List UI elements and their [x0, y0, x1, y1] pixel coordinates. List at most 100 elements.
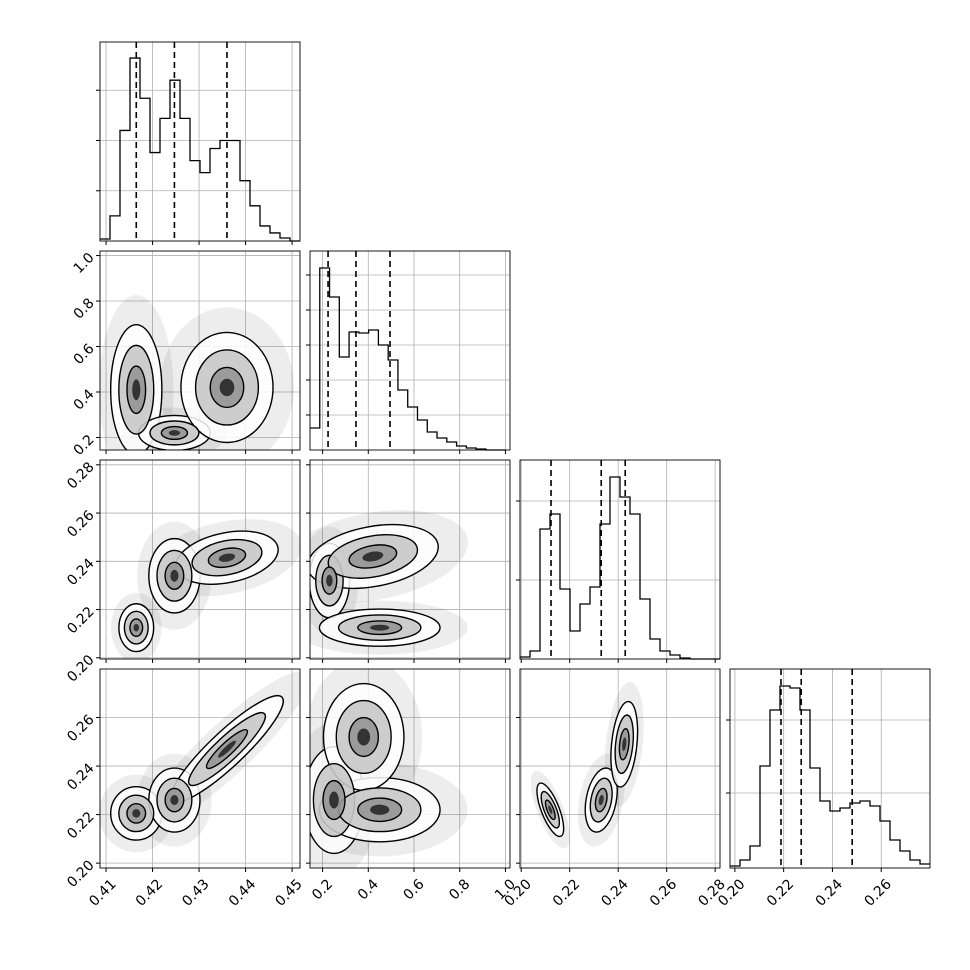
- x-tick-label: 0.4: [355, 876, 382, 903]
- y-tick-label: 0.24: [64, 556, 97, 589]
- histogram-bar: [540, 529, 550, 659]
- histogram-outline: [310, 267, 506, 451]
- histogram-bar: [339, 357, 349, 450]
- density-contour: [548, 805, 553, 815]
- y-tick-label: 1.0: [71, 250, 98, 277]
- panel: [96, 41, 301, 245]
- density-contour: [362, 551, 384, 562]
- histogram-bar: [349, 332, 359, 450]
- histogram-bar: [417, 420, 427, 450]
- histogram-bar: [369, 330, 379, 450]
- density: [530, 682, 644, 849]
- y-tick-label: 0.26: [64, 712, 97, 745]
- histogram-bar: [760, 766, 770, 868]
- histogram-bar: [820, 801, 830, 868]
- histogram-bar: [378, 345, 388, 450]
- panel-frame: [519, 668, 721, 869]
- x-tick-label: 0.26: [647, 876, 680, 909]
- histogram-bar: [910, 860, 920, 868]
- histogram-bar: [150, 153, 160, 241]
- density-contour: [168, 430, 181, 436]
- x-tick-label: 0.22: [550, 876, 583, 909]
- histogram-bar: [640, 599, 650, 659]
- y-tick-label: 0.4: [71, 386, 98, 413]
- x-tick-label: 0.2: [309, 876, 336, 903]
- y-tick-label: 0.20: [64, 652, 97, 685]
- panel-frame: [309, 250, 511, 451]
- histogram-bar: [890, 840, 900, 868]
- density-contour: [132, 379, 141, 401]
- histogram-bar: [570, 631, 580, 659]
- x-tick-label: 0.6: [401, 876, 428, 903]
- histogram-bar: [398, 390, 408, 450]
- histogram-bar: [870, 806, 880, 868]
- histogram-bar: [130, 58, 140, 241]
- histogram-bar: [740, 860, 750, 868]
- panel: 0.41 0.42 0.43 0.44 0.45 0.20 0.22 0.24 0.26: [64, 668, 306, 910]
- panel-frame: [519, 459, 721, 660]
- density-contour: [133, 623, 140, 632]
- x-tick-label: 0.41: [86, 876, 119, 909]
- histogram-bar: [840, 808, 850, 868]
- panel-frame: [309, 668, 511, 869]
- y-tick-label: 0.24: [64, 760, 97, 793]
- y-tick-label: 0.26: [64, 507, 97, 540]
- histogram-bar: [330, 297, 340, 450]
- panel: 0.20 0.22 0.24 0.26 0.28: [64, 459, 301, 685]
- density-contour: [598, 794, 604, 806]
- density-contour: [357, 728, 371, 746]
- histogram-outline: [520, 476, 720, 660]
- x-tick-label: 0.8: [446, 876, 473, 903]
- histogram-bar: [408, 407, 418, 450]
- density-contour: [326, 574, 333, 587]
- histogram-bar: [830, 811, 840, 868]
- density: [110, 519, 300, 659]
- histogram-bar: [310, 428, 320, 450]
- histogram-bar: [750, 846, 760, 868]
- histogram-bar: [427, 432, 437, 450]
- histogram-bar: [260, 226, 270, 241]
- y-tick-label: 0.8: [71, 295, 98, 322]
- density-contour: [218, 553, 236, 562]
- x-tick-label: 0.22: [764, 876, 797, 909]
- y-tick-label: 0.20: [64, 857, 97, 890]
- x-tick-label: 0.45: [272, 876, 305, 909]
- density-contour: [170, 569, 179, 582]
- histogram-bar: [110, 216, 120, 241]
- histogram-bar: [790, 688, 800, 868]
- density-contour: [132, 809, 141, 818]
- histogram-bar: [560, 589, 570, 659]
- density-contour: [170, 794, 179, 806]
- panel-frame: [99, 250, 301, 451]
- histogram-bar: [447, 442, 457, 450]
- y-tick-label: 0.6: [71, 341, 98, 368]
- y-tick-label: 0.2: [71, 432, 98, 459]
- histogram-bar: [590, 587, 600, 659]
- panel-frame: [729, 668, 931, 869]
- histogram-bar: [270, 233, 280, 241]
- density-contour: [370, 804, 390, 815]
- panel-frame: [309, 459, 511, 660]
- y-tick-label: 0.28: [64, 459, 97, 492]
- density-contour: [329, 791, 339, 809]
- y-tick-label: 0.22: [64, 604, 97, 637]
- histogram-bar: [120, 130, 130, 241]
- panel-frame: [99, 459, 301, 660]
- histogram-bar: [770, 710, 780, 868]
- histogram-outline: [100, 57, 300, 242]
- x-tick-label: 0.43: [179, 876, 212, 909]
- histogram-bar: [437, 438, 447, 450]
- panel-frame: [99, 668, 301, 869]
- density-contour: [219, 378, 235, 397]
- panel: 0.2 0.4 0.6 0.8 1.0: [71, 250, 301, 459]
- panel: 0.20 0.22 0.24 0.26: [715, 668, 931, 910]
- histogram-bar: [630, 514, 640, 659]
- density: [100, 295, 294, 450]
- x-tick-label: 0.24: [598, 876, 631, 909]
- histogram-bar: [210, 149, 220, 241]
- x-tick-label: 0.42: [133, 876, 166, 909]
- density: [100, 671, 300, 853]
